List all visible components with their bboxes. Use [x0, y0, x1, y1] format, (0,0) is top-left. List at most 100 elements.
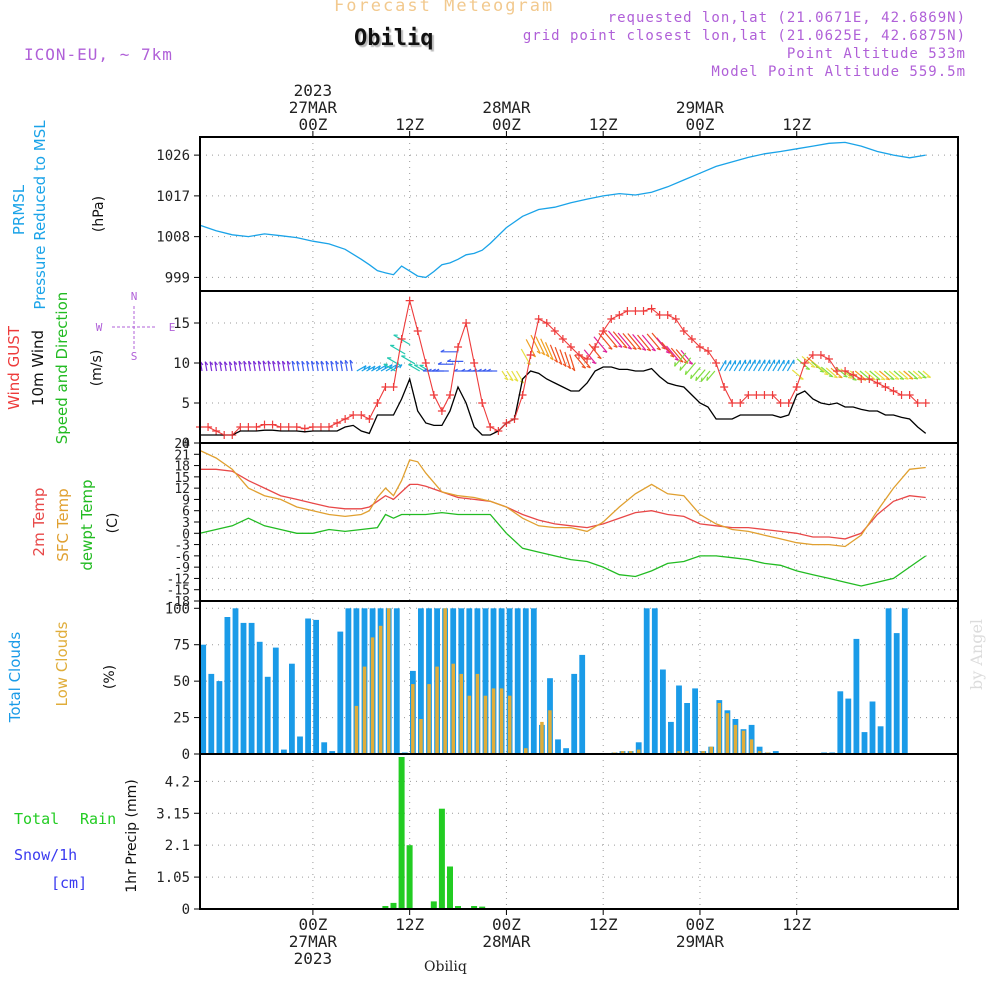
wind-direction-arrowhead — [549, 357, 554, 361]
total-clouds-bar — [482, 608, 489, 754]
low-clouds-bar — [701, 751, 705, 754]
wind-direction-arrow — [874, 370, 886, 381]
wind-direction-arrowhead — [453, 368, 458, 372]
wind-direction-arrowhead — [367, 365, 371, 370]
temperature-ytick-label: 24 — [174, 437, 190, 452]
total-clouds-bar — [837, 691, 844, 754]
temp-2m-side-label: 2m Temp — [30, 488, 48, 557]
wind-direction-arrow — [549, 344, 559, 363]
wind-direction-arrowhead — [613, 345, 618, 348]
temperature-ytick-label: 15 — [174, 471, 190, 486]
wind-direction-arrowhead — [233, 361, 238, 365]
low-clouds-bar — [685, 751, 689, 754]
dewpoint-side-label: dewpt Temp — [78, 479, 96, 570]
bottom-time-label: 12Z — [395, 915, 424, 934]
model-altitude: Model Point Altitude 559.5m — [711, 64, 966, 80]
wind-direction-arrow — [501, 370, 509, 381]
wind-direction-arrowhead — [627, 347, 632, 350]
wind-direction-arrow — [325, 360, 329, 372]
wind-direction-arrow — [574, 354, 587, 369]
low-clouds-bar — [354, 705, 359, 754]
wind-direction-arrow — [243, 360, 247, 372]
wind-direction-arrowhead — [838, 376, 843, 379]
total-clouds-bar — [313, 619, 319, 754]
wind-direction-arrowhead — [472, 368, 477, 372]
total-clouds-bar — [579, 654, 586, 754]
total-clouds-bar — [393, 608, 400, 754]
wind-direction-arrow — [825, 367, 838, 379]
wind-direction-arrowhead — [637, 347, 642, 351]
point-altitude: Point Altitude 533m — [786, 46, 966, 62]
total-clouds-bar — [329, 751, 336, 754]
total-clouds-bar — [289, 663, 295, 754]
top-time-label: 00Z — [686, 115, 715, 134]
low-clouds-bar — [435, 666, 439, 754]
wind-direction-arrow — [893, 370, 905, 380]
wind-direction-arrowhead — [646, 348, 651, 352]
wind-direction-arrowhead — [591, 361, 597, 365]
wind-direction-arrowhead — [554, 359, 558, 363]
wind-direction-arrowhead — [799, 377, 804, 380]
wind-gust-line — [200, 300, 926, 436]
total-clouds-bar — [869, 701, 876, 754]
total-clouds-bar — [901, 608, 908, 754]
wind-direction-arrowhead — [819, 370, 824, 373]
pressure-ytick-label: 1008 — [156, 230, 190, 246]
dewpoint-line — [199, 511, 927, 587]
wind-direction-arrowhead — [562, 363, 567, 368]
wind-direction-arrowhead — [340, 360, 344, 365]
credit-watermark: by Angel — [967, 618, 986, 690]
wind-direction-arrowhead — [306, 360, 310, 365]
pressure-side-label: PRMSL — [10, 184, 28, 235]
low-clouds-bar — [459, 673, 463, 754]
wind-direction-arrow — [796, 358, 811, 370]
wind-direction-arrow — [506, 370, 514, 382]
wind-direction-arrow — [883, 370, 895, 380]
wind-direction-arrow — [898, 370, 909, 380]
low-clouds-bar — [540, 721, 544, 754]
temperature-ytick-label: 6 — [182, 505, 190, 520]
temperature-ytick-label: -9 — [174, 561, 190, 576]
wind-direction-arrow — [544, 341, 554, 361]
total-clouds-bar — [490, 608, 497, 754]
low-clouds-bar — [387, 608, 391, 754]
wind-direction-arrowhead — [706, 376, 709, 381]
wind-direction-arrow — [786, 359, 795, 372]
wind-direction-side-label: Speed and Direction — [53, 292, 71, 445]
wind-direction-arrow — [835, 366, 848, 378]
wind-direction-arrowhead — [679, 360, 684, 363]
temp-sfc-side-label: SFC Temp — [54, 488, 72, 561]
wind-direction-arrowhead — [571, 367, 576, 372]
wind-direction-arrow — [390, 344, 406, 355]
top-time-label: 12Z — [782, 115, 811, 134]
wind-direction-arrowhead — [514, 378, 519, 382]
rain-bar — [471, 906, 478, 909]
wind-direction-arrow — [366, 365, 376, 372]
wind-direction-arrowhead — [843, 375, 848, 378]
low-clouds-bar — [475, 673, 480, 754]
total-clouds-bar — [861, 732, 868, 754]
rain-bar — [398, 757, 405, 909]
low-clouds-bar — [378, 625, 383, 754]
wind-direction-arrow — [380, 364, 393, 372]
low-clouds-bar — [427, 684, 431, 754]
wind-direction-arrow — [674, 352, 687, 367]
wind-direction-arrow — [656, 337, 671, 354]
station-name: Obiliq — [354, 26, 434, 51]
wind-direction-arrowhead — [427, 368, 432, 372]
total-rain-label: Rain — [80, 810, 116, 828]
model-name: ICON-EU, ~ 7km — [24, 45, 173, 64]
wind-direction-arrowhead — [214, 361, 218, 366]
wind-direction-arrowhead — [431, 368, 436, 372]
wind-direction-arrow — [330, 360, 334, 372]
wind-direction-arrow — [622, 333, 637, 350]
total-clouds-bar — [514, 608, 521, 754]
pressure-unit-label: (hPa) — [91, 196, 107, 232]
wind-direction-arrow — [719, 360, 727, 372]
wind-direction-arrowhead — [926, 376, 931, 379]
wind-direction-arrowhead — [608, 347, 613, 350]
wind-direction-arrowhead — [325, 360, 330, 365]
wind-direction-arrow — [277, 360, 280, 372]
wind-direction-arrowhead — [399, 364, 403, 369]
wind-direction-arrow — [700, 370, 711, 382]
